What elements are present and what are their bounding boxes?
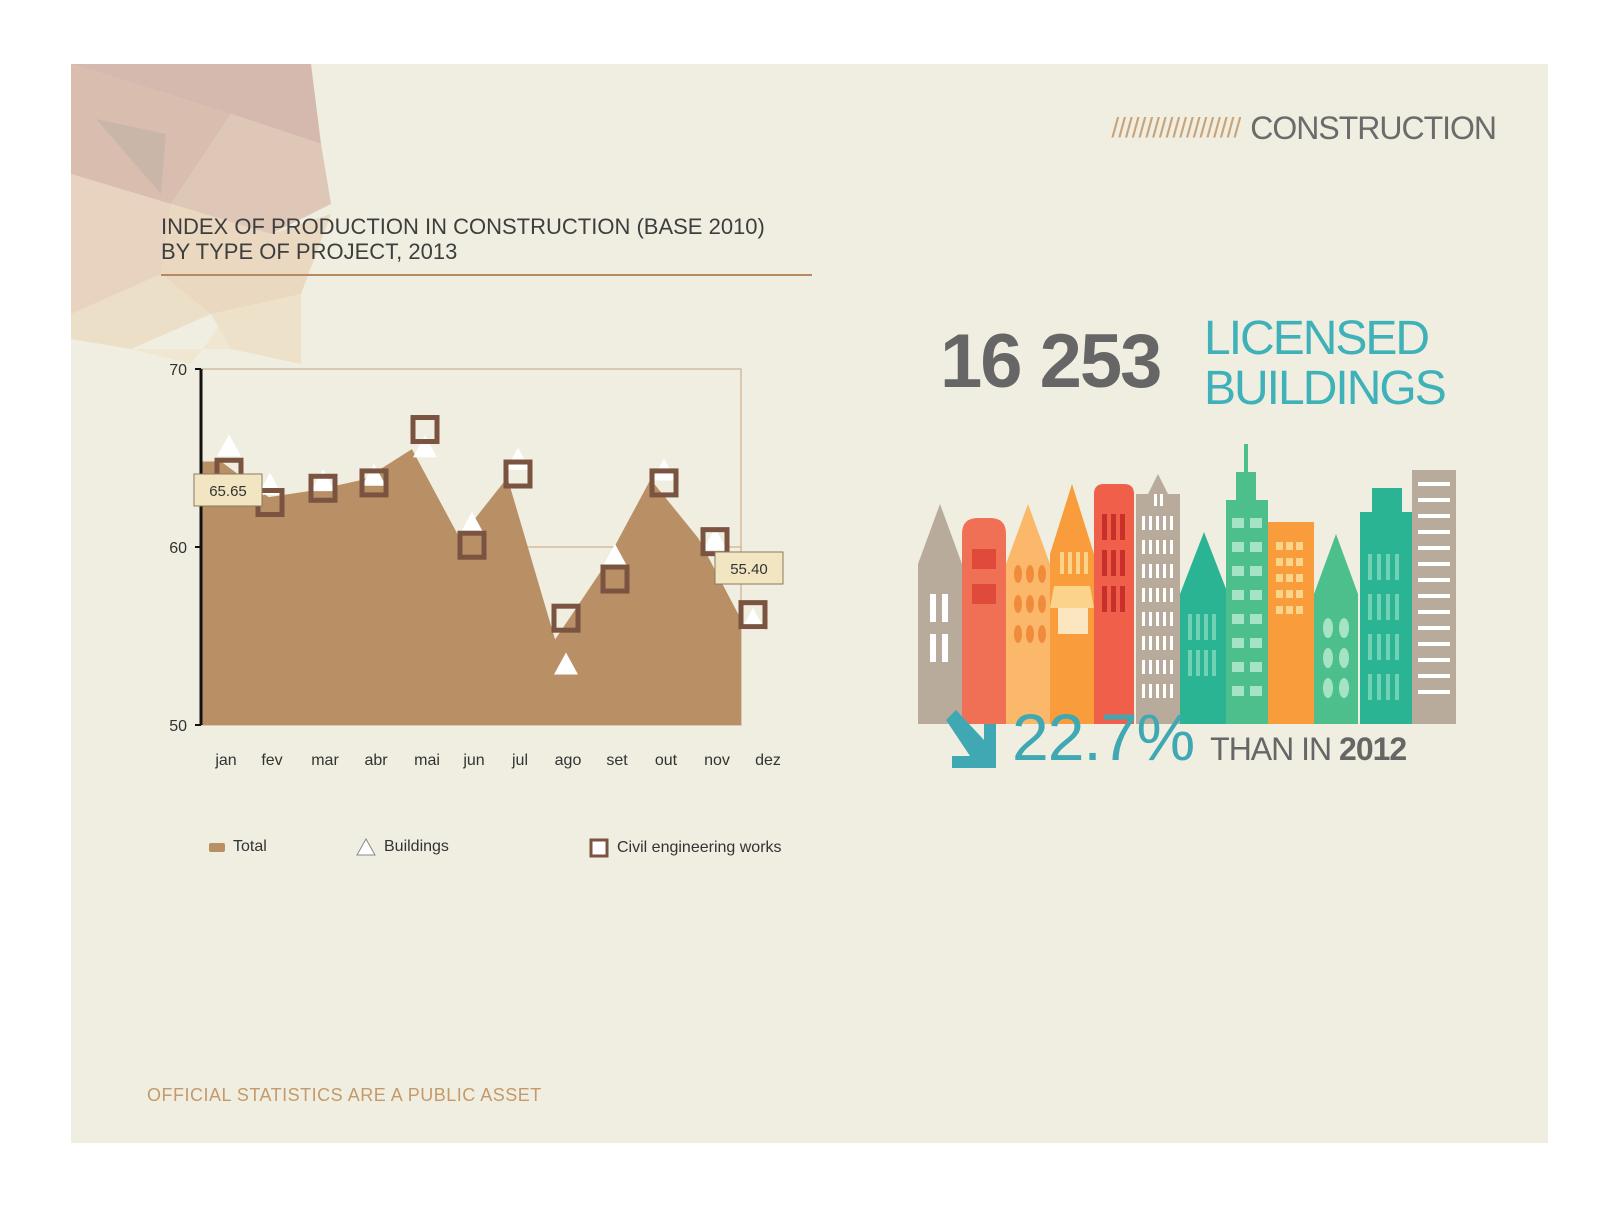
callout-label: 65.65 xyxy=(209,483,247,500)
change-value: 22.7% xyxy=(1012,700,1195,774)
licensed-label-line-2: BUILDINGS xyxy=(1204,362,1447,415)
civil-marker xyxy=(551,603,581,633)
buildings-marker xyxy=(460,511,484,534)
civil-marker xyxy=(600,564,630,594)
value-callout: 65.65 xyxy=(193,473,263,507)
licensed-label-line-1: LICENSED xyxy=(1204,312,1430,365)
civil-marker xyxy=(457,530,487,560)
buildings-marker xyxy=(413,435,437,458)
callout-label: 55.40 xyxy=(730,561,768,578)
x-tick-label: abr xyxy=(364,752,388,769)
x-tick-label: out xyxy=(655,752,678,769)
section-label: /////////////////// CONSTRUCTION xyxy=(1111,108,1497,148)
section-title: CONSTRUCTION xyxy=(1250,109,1497,146)
callout-box xyxy=(193,473,263,507)
comparison-prefix: THAN IN xyxy=(1210,731,1332,767)
buildings-marker xyxy=(362,463,386,486)
civil-marker xyxy=(738,600,768,630)
buildings-marker xyxy=(311,469,335,492)
civil-marker xyxy=(503,459,533,489)
total-area xyxy=(201,449,746,725)
x-tick-label: set xyxy=(606,752,628,769)
value-callout: 55.40 xyxy=(714,551,784,585)
x-tick-label: dez xyxy=(755,752,781,769)
y-tick-label: 60 xyxy=(169,540,187,557)
city-skyline-illustration xyxy=(918,444,1456,724)
chart-title-line-1: INDEX OF PRODUCTION IN CONSTRUCTION (BAS… xyxy=(161,214,765,239)
area-chart: 50 60 70 jan fev mar abr mai jun jul ago set out nov d… xyxy=(169,362,784,769)
decorative-polygon-pattern xyxy=(71,64,331,364)
buildings-marker xyxy=(554,652,578,675)
legend-buildings: Buildings xyxy=(356,838,449,856)
x-tick-label: jan xyxy=(214,752,236,769)
arrow-down-right-icon xyxy=(946,710,996,768)
footer-slogan: OFFICIAL STATISTICS ARE A PUBLIC ASSET xyxy=(147,1085,542,1105)
y-tick-label: 70 xyxy=(169,362,187,379)
x-tick-label: ago xyxy=(555,752,582,769)
civil-marker xyxy=(649,468,679,498)
infographic-panel: /////////////////// CONSTRUCTION INDEX O… xyxy=(71,64,1548,1143)
title-divider xyxy=(161,274,812,276)
comparison-text: THAN IN 2012 xyxy=(1210,731,1407,770)
licensed-buildings-count: 16 253 xyxy=(940,319,1162,404)
change-indicator: 22.7% THAN IN 2012 xyxy=(946,700,1407,774)
callout-box xyxy=(714,551,784,585)
legend-total: Total xyxy=(209,838,267,856)
buildings-marker xyxy=(703,527,727,550)
x-tick-label: mai xyxy=(414,752,440,769)
legend-civil-label: Civil engineering works xyxy=(617,839,782,856)
buildings-marker xyxy=(506,447,530,470)
x-tick-label: mar xyxy=(311,752,339,769)
legend-total-swatch xyxy=(209,842,225,852)
buildings-marker xyxy=(603,543,627,566)
x-tick-label: jul xyxy=(511,752,528,769)
legend-civil: Civil engineering works xyxy=(589,838,782,858)
chart-title-line-2: BY TYPE OF PROJECT, 2013 xyxy=(161,239,458,264)
square-icon xyxy=(589,838,609,858)
legend-total-label: Total xyxy=(233,838,267,855)
comparison-year: 2012 xyxy=(1339,731,1407,767)
triangle-icon xyxy=(356,838,376,856)
licensed-buildings-label: LICENSED BUILDINGS xyxy=(1204,312,1447,415)
y-tick-label: 50 xyxy=(169,718,187,735)
x-tick-label: nov xyxy=(704,752,730,769)
civil-marker xyxy=(308,473,338,503)
legend-buildings-label: Buildings xyxy=(384,838,449,855)
civil-marker xyxy=(359,468,389,498)
x-tick-label: jun xyxy=(462,752,484,769)
buildings-marker xyxy=(217,434,241,457)
chart-title: INDEX OF PRODUCTION IN CONSTRUCTION (BAS… xyxy=(161,214,765,264)
hatch-decoration: /////////////////// xyxy=(1111,112,1241,143)
civil-marker xyxy=(410,415,440,445)
x-tick-label: fev xyxy=(261,752,282,769)
